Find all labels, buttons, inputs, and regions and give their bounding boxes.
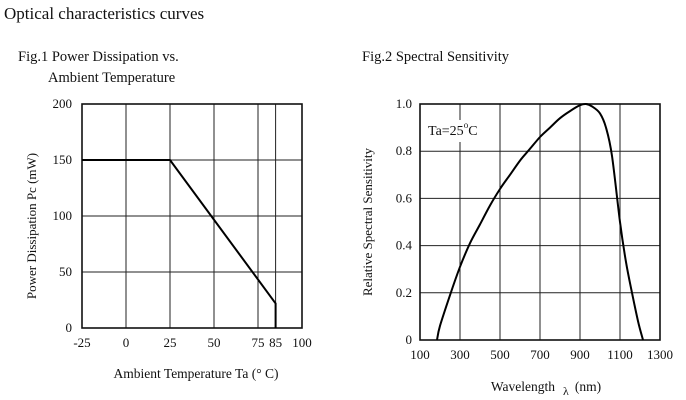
fig1-y-tick-label: 0 bbox=[66, 320, 73, 335]
fig1-y-tick-label: 200 bbox=[53, 96, 73, 111]
fig2-annotation-unit: C bbox=[468, 124, 477, 139]
fig2-x-tick-label: 300 bbox=[450, 347, 470, 362]
fig1-x-tick-label: 85 bbox=[269, 335, 282, 350]
fig2-y-tick-label: 0.6 bbox=[396, 190, 413, 205]
fig2-x-axis-label-unit: (nm) bbox=[575, 379, 601, 394]
fig2-x-tick-label: 1300 bbox=[647, 347, 673, 362]
fig2-y-axis-label: Relative Spectral Sensitivity bbox=[360, 147, 375, 296]
fig1-x-tick-label: 75 bbox=[252, 335, 265, 350]
fig1-x-tick-label: 100 bbox=[292, 335, 312, 350]
fig2-annotation-degree: o bbox=[464, 120, 469, 130]
fig2-x-tick-label: 900 bbox=[570, 347, 590, 362]
fig1-x-tick-label: 25 bbox=[164, 335, 177, 350]
fig1-series-line bbox=[82, 159, 277, 328]
fig2-y-tick-label: 1.0 bbox=[396, 96, 412, 111]
fig2-plot-frame bbox=[419, 103, 661, 341]
fig2-x-tick-label: 1100 bbox=[607, 347, 633, 362]
fig2-y-tick-label: 0 bbox=[406, 332, 413, 347]
fig1-title-line2: Ambient Temperature bbox=[48, 70, 176, 86]
page-title: Optical characteristics curves bbox=[4, 4, 205, 23]
fig2-x-tick-label: 500 bbox=[490, 347, 510, 362]
fig1-x-tick-label: 50 bbox=[208, 335, 221, 350]
fig2-y-tick-label: 0.4 bbox=[396, 238, 413, 253]
fig1-x-tick-label: 0 bbox=[123, 335, 130, 350]
fig1-y-axis-label: Power Dissipation Pc (mW) bbox=[24, 153, 39, 299]
fig2-y-tick-label: 0.8 bbox=[396, 143, 412, 158]
fig2-x-axis-label: Wavelength λ (nm) bbox=[491, 379, 601, 398]
fig2-annotation-main: Ta=25 bbox=[428, 124, 464, 139]
fig2-spectral-sensitivity-chart: 100 300 500 700 900 1100 1300 0 0.2 0.4 0.6 0.8 1.0 W… bbox=[360, 96, 673, 398]
fig2-annotation: Ta=25oC bbox=[428, 120, 478, 139]
fig2-y-tick-label: 0.2 bbox=[396, 285, 412, 300]
fig1-y-tick-label: 150 bbox=[53, 152, 73, 167]
fig2-series-line bbox=[436, 102, 644, 341]
fig2-x-axis-label-symbol: λ bbox=[563, 384, 569, 398]
fig2-x-tick-label: 100 bbox=[410, 347, 430, 362]
fig2-annotation-box bbox=[423, 120, 485, 142]
fig2-x-tick-label: 700 bbox=[530, 347, 550, 362]
fig1-plot-frame bbox=[81, 103, 303, 329]
fig1-x-tick-label: -25 bbox=[73, 335, 90, 350]
fig1-y-tick-label: 100 bbox=[53, 208, 73, 223]
fig1-x-axis-label: Ambient Temperature Ta (° C) bbox=[114, 366, 279, 381]
fig1-y-tick-label: 50 bbox=[59, 264, 72, 279]
fig2-title: Fig.2 Spectral Sensitivity bbox=[362, 49, 510, 65]
fig1-title: Fig.1 Power Dissipation vs. bbox=[18, 49, 179, 65]
fig2-x-axis-label-main: Wavelength bbox=[491, 379, 555, 394]
